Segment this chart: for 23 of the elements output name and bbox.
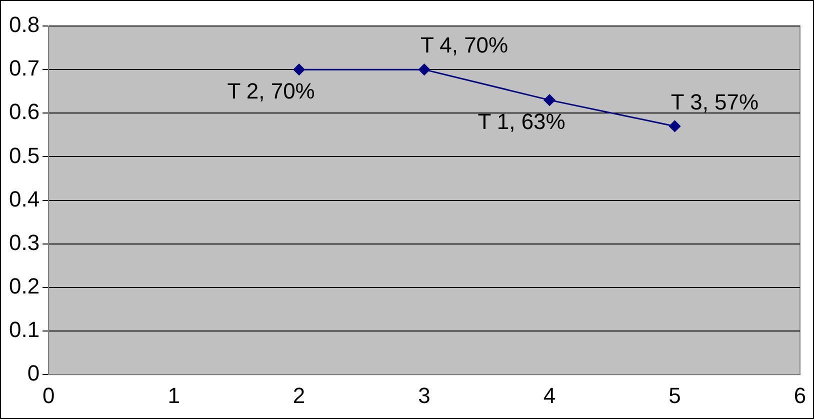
y-tick-label: 0.5 xyxy=(8,142,40,168)
y-tick-label: 0 xyxy=(27,360,40,386)
x-tick-label: 1 xyxy=(168,382,180,408)
x-tick-label: 4 xyxy=(543,382,556,408)
y-tick-label: 0.6 xyxy=(8,99,40,124)
point xyxy=(293,64,305,76)
y-tick-label: 0.8 xyxy=(8,12,40,38)
x-tick-label: 3 xyxy=(418,382,430,408)
annotation: T 3, 57% xyxy=(670,89,759,114)
x-tick-label: 5 xyxy=(668,382,681,408)
x-tick-label: 2 xyxy=(292,382,306,408)
y-tick-label: 0.4 xyxy=(8,186,40,212)
x-tick-label: 6 xyxy=(794,382,806,408)
point xyxy=(669,120,681,132)
y-tick-label: 0.1 xyxy=(8,317,40,342)
annotation: T 2, 70% xyxy=(227,78,315,104)
point xyxy=(544,94,556,106)
y-tick-label: 0.2 xyxy=(8,274,40,299)
y-tick-label: 0.3 xyxy=(8,230,40,255)
annotation: T 1, 63% xyxy=(478,109,566,134)
point xyxy=(418,64,430,76)
y-tick-label: 0.7 xyxy=(8,56,40,81)
annotation: T 4, 70% xyxy=(420,32,508,58)
